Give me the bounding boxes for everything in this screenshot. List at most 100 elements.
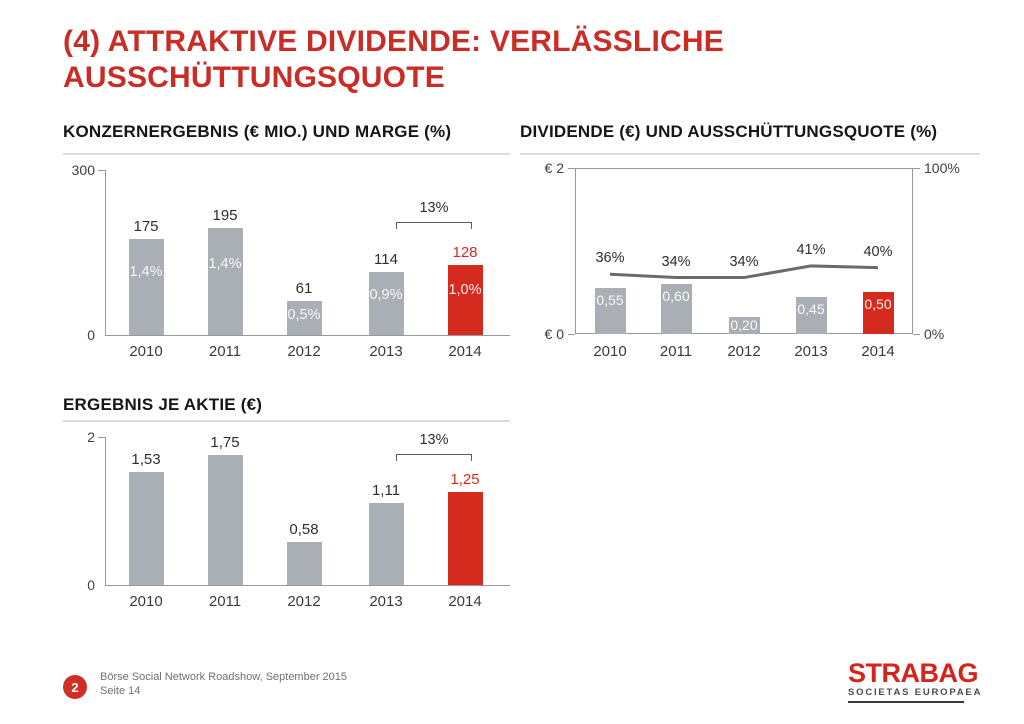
- ausschuettungsquote-line: [609, 264, 879, 280]
- line-series-path: [609, 264, 879, 280]
- bar-2014: [447, 265, 483, 335]
- right-axis-min-label: 0%: [924, 326, 945, 342]
- x-axis-label-2010: 2010: [129, 593, 163, 610]
- bar-inner-label: 0,50: [864, 296, 892, 312]
- x-axis-label-2011: 2011: [208, 343, 242, 360]
- bar-2013: [368, 503, 404, 585]
- bar-value-label: 61: [295, 280, 313, 297]
- logo-subtitle: SOCIETAS EUROPAEA: [848, 687, 983, 698]
- right-axis-max-label: 100%: [924, 160, 960, 176]
- y-axis-line: [105, 170, 106, 335]
- x-axis-label-2010: 2010: [129, 343, 163, 360]
- bar-value-label: 1,11: [371, 482, 401, 499]
- line-point-label-2012: 34%: [729, 253, 759, 270]
- bar-value-label: 1,53: [131, 451, 161, 468]
- bar-2011: [660, 284, 692, 334]
- bar-2011: [207, 455, 243, 585]
- bar-2013: [368, 272, 404, 335]
- line-point-label-2014: 40%: [863, 243, 893, 260]
- chart-plot-area: 2 0 1,53 2010 1,75 2011 0,58 2012 1,11 2013 1,25 20…: [63, 395, 510, 630]
- y-axis-top-tick: [98, 437, 105, 438]
- y-axis-min-label: 0: [87, 327, 95, 343]
- chart-title-ergebnis-je-aktie: ERGEBNIS JE AKTIE (€): [63, 395, 263, 414]
- bar-value-label: 195: [212, 207, 238, 224]
- bar-2014: [862, 292, 894, 334]
- bar-2012: [286, 542, 322, 585]
- bar-inner-label: 1,0%: [448, 282, 482, 298]
- x-axis-label-2012: 2012: [287, 343, 321, 360]
- growth-bracket-label: 13%: [419, 200, 449, 216]
- footer-event-line: Börse Social Network Roadshow, September…: [100, 671, 348, 683]
- chart-dividende: DIVIDENDE (€) UND AUSSCHÜTTUNGSQUOTE (%)…: [520, 122, 980, 382]
- x-axis-label-2012: 2012: [727, 343, 761, 360]
- logo-wordmark: STRABAG: [848, 658, 979, 688]
- y-axis-max-label: 300: [71, 162, 95, 178]
- x-axis-label-2013: 2013: [794, 343, 828, 360]
- x-axis-label-2013: 2013: [369, 593, 403, 610]
- axis-tick-0: [568, 168, 575, 169]
- bar-inner-label: 1,4%: [129, 263, 163, 280]
- logo-underline: [848, 701, 964, 703]
- title-divider: [63, 420, 510, 422]
- left-axis-min-label: € 0: [544, 326, 564, 342]
- bar-inner-label: 0,60: [662, 288, 690, 304]
- bar-inner-label: 0,55: [596, 292, 624, 308]
- left-axis-max-label: € 2: [544, 160, 564, 176]
- line-point-label-2013: 41%: [796, 241, 826, 258]
- x-axis-label-2014: 2014: [861, 343, 895, 360]
- axis-tick-2: [913, 168, 920, 169]
- bar-value-label: 1,25: [450, 471, 480, 488]
- page-title-line1: (4) ATTRAKTIVE DIVIDENDE: VERLÄSSLICHE: [63, 25, 724, 58]
- chart-plot-area: 300 0 175 1,4% 2010 195 1,4% 2011 61 0,5% 2012 114 0…: [63, 122, 510, 382]
- bar-inner-label: 0,20: [730, 317, 758, 333]
- bar-2012: [728, 317, 760, 334]
- bar-2010: [128, 472, 164, 585]
- growth-bracket-label: 13%: [419, 432, 449, 448]
- growth-bracket: [396, 454, 472, 461]
- line-point-label-2011: 34%: [661, 253, 691, 270]
- bar-2010: [594, 288, 626, 334]
- axis-tick-1: [568, 334, 575, 335]
- x-axis-label-2014: 2014: [448, 343, 482, 360]
- bar-inner-label: 1,4%: [208, 256, 242, 273]
- x-axis-label-2013: 2013: [369, 343, 403, 360]
- x-axis-label-2011: 2011: [659, 343, 693, 360]
- bar-inner-label: 0,5%: [287, 307, 321, 324]
- bar-2012: [286, 301, 322, 335]
- x-axis-line: [105, 585, 510, 586]
- bar-value-label: 128: [452, 244, 478, 261]
- strabag-logo: STRABAG SOCIETAS EUROPAEA: [848, 658, 983, 703]
- chart-title-dividende: DIVIDENDE (€) UND AUSSCHÜTTUNGSQUOTE (%): [520, 122, 938, 141]
- footer-page-line: Seite 14: [100, 685, 141, 697]
- page-number-badge: 2: [63, 675, 87, 699]
- x-axis-line: [105, 335, 510, 336]
- line-point-label-2010: 36%: [595, 250, 625, 267]
- chart-konzernergebnis: KONZERNERGEBNIS (€ MIO.) UND MARGE (%) 3…: [63, 122, 510, 382]
- bar-inner-label: 0,45: [797, 301, 825, 317]
- x-axis-label-2014: 2014: [448, 593, 482, 610]
- y-axis-max-label: 2: [87, 429, 95, 445]
- footer: Börse Social Network Roadshow, September…: [100, 670, 347, 698]
- y-axis-min-label: 0: [87, 577, 95, 593]
- bar-2014: [447, 492, 483, 585]
- y-axis-top-tick: [98, 170, 105, 171]
- x-axis-label-2012: 2012: [287, 593, 321, 610]
- page-title-line2: AUSSCHÜTTUNGSQUOTE: [63, 61, 445, 94]
- growth-bracket: [396, 222, 472, 229]
- bar-value-label: 1,75: [210, 434, 240, 451]
- bar-value-label: 0,58: [289, 521, 319, 538]
- chart-plot-area: € 2 € 0 100% 0% 0,55 2010 0,60 2011 0,20 2012 0,45…: [520, 122, 980, 382]
- chart-title-konzernergebnis: KONZERNERGEBNIS (€ MIO.) UND MARGE (%): [63, 122, 452, 141]
- bar-2011: [207, 228, 243, 335]
- title-divider: [520, 153, 980, 155]
- bar-inner-label: 0,9%: [369, 286, 403, 303]
- page-title: (4) ATTRAKTIVE DIVIDENDE: VERLÄSSLICHE A…: [63, 24, 823, 96]
- x-axis-label-2011: 2011: [208, 593, 242, 610]
- axis-tick-3: [913, 334, 920, 335]
- title-divider: [63, 153, 510, 155]
- bar-2013: [795, 297, 827, 334]
- bar-2010: [128, 239, 164, 335]
- bar-value-label: 175: [133, 218, 159, 235]
- chart-ergebnis-je-aktie: ERGEBNIS JE AKTIE (€) 2 0 1,53 2010 1,75 2011…: [63, 395, 510, 630]
